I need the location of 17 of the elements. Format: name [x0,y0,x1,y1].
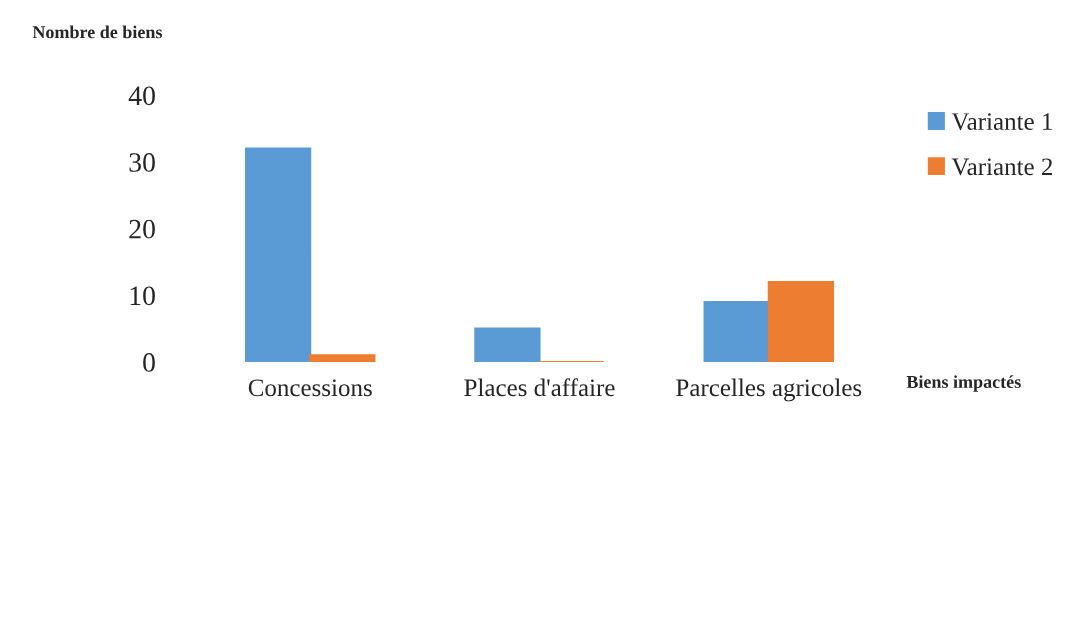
y-tick-label: 30 [129,153,155,172]
y-axis-title: Nombre de biens [32,25,163,39]
bar [244,147,312,362]
y-tick-label: 0 [143,353,155,372]
bar [309,354,376,362]
legend-label: Variante 1 [951,113,1052,131]
y-tick-label: 20 [129,219,155,239]
x-tick-label: Places d'affaire [464,378,615,397]
bar [703,300,770,362]
y-tick-label: 40 [128,86,155,106]
legend-label: Variante 2 [951,158,1053,176]
x-axis-title: Biens impactés [906,375,1021,392]
bar [474,327,541,362]
y-tick-label: 10 [130,286,155,306]
x-tick-label: Concessions [248,379,372,397]
x-tick-label: Parcelles agricoles [676,378,862,402]
bar [767,280,835,362]
